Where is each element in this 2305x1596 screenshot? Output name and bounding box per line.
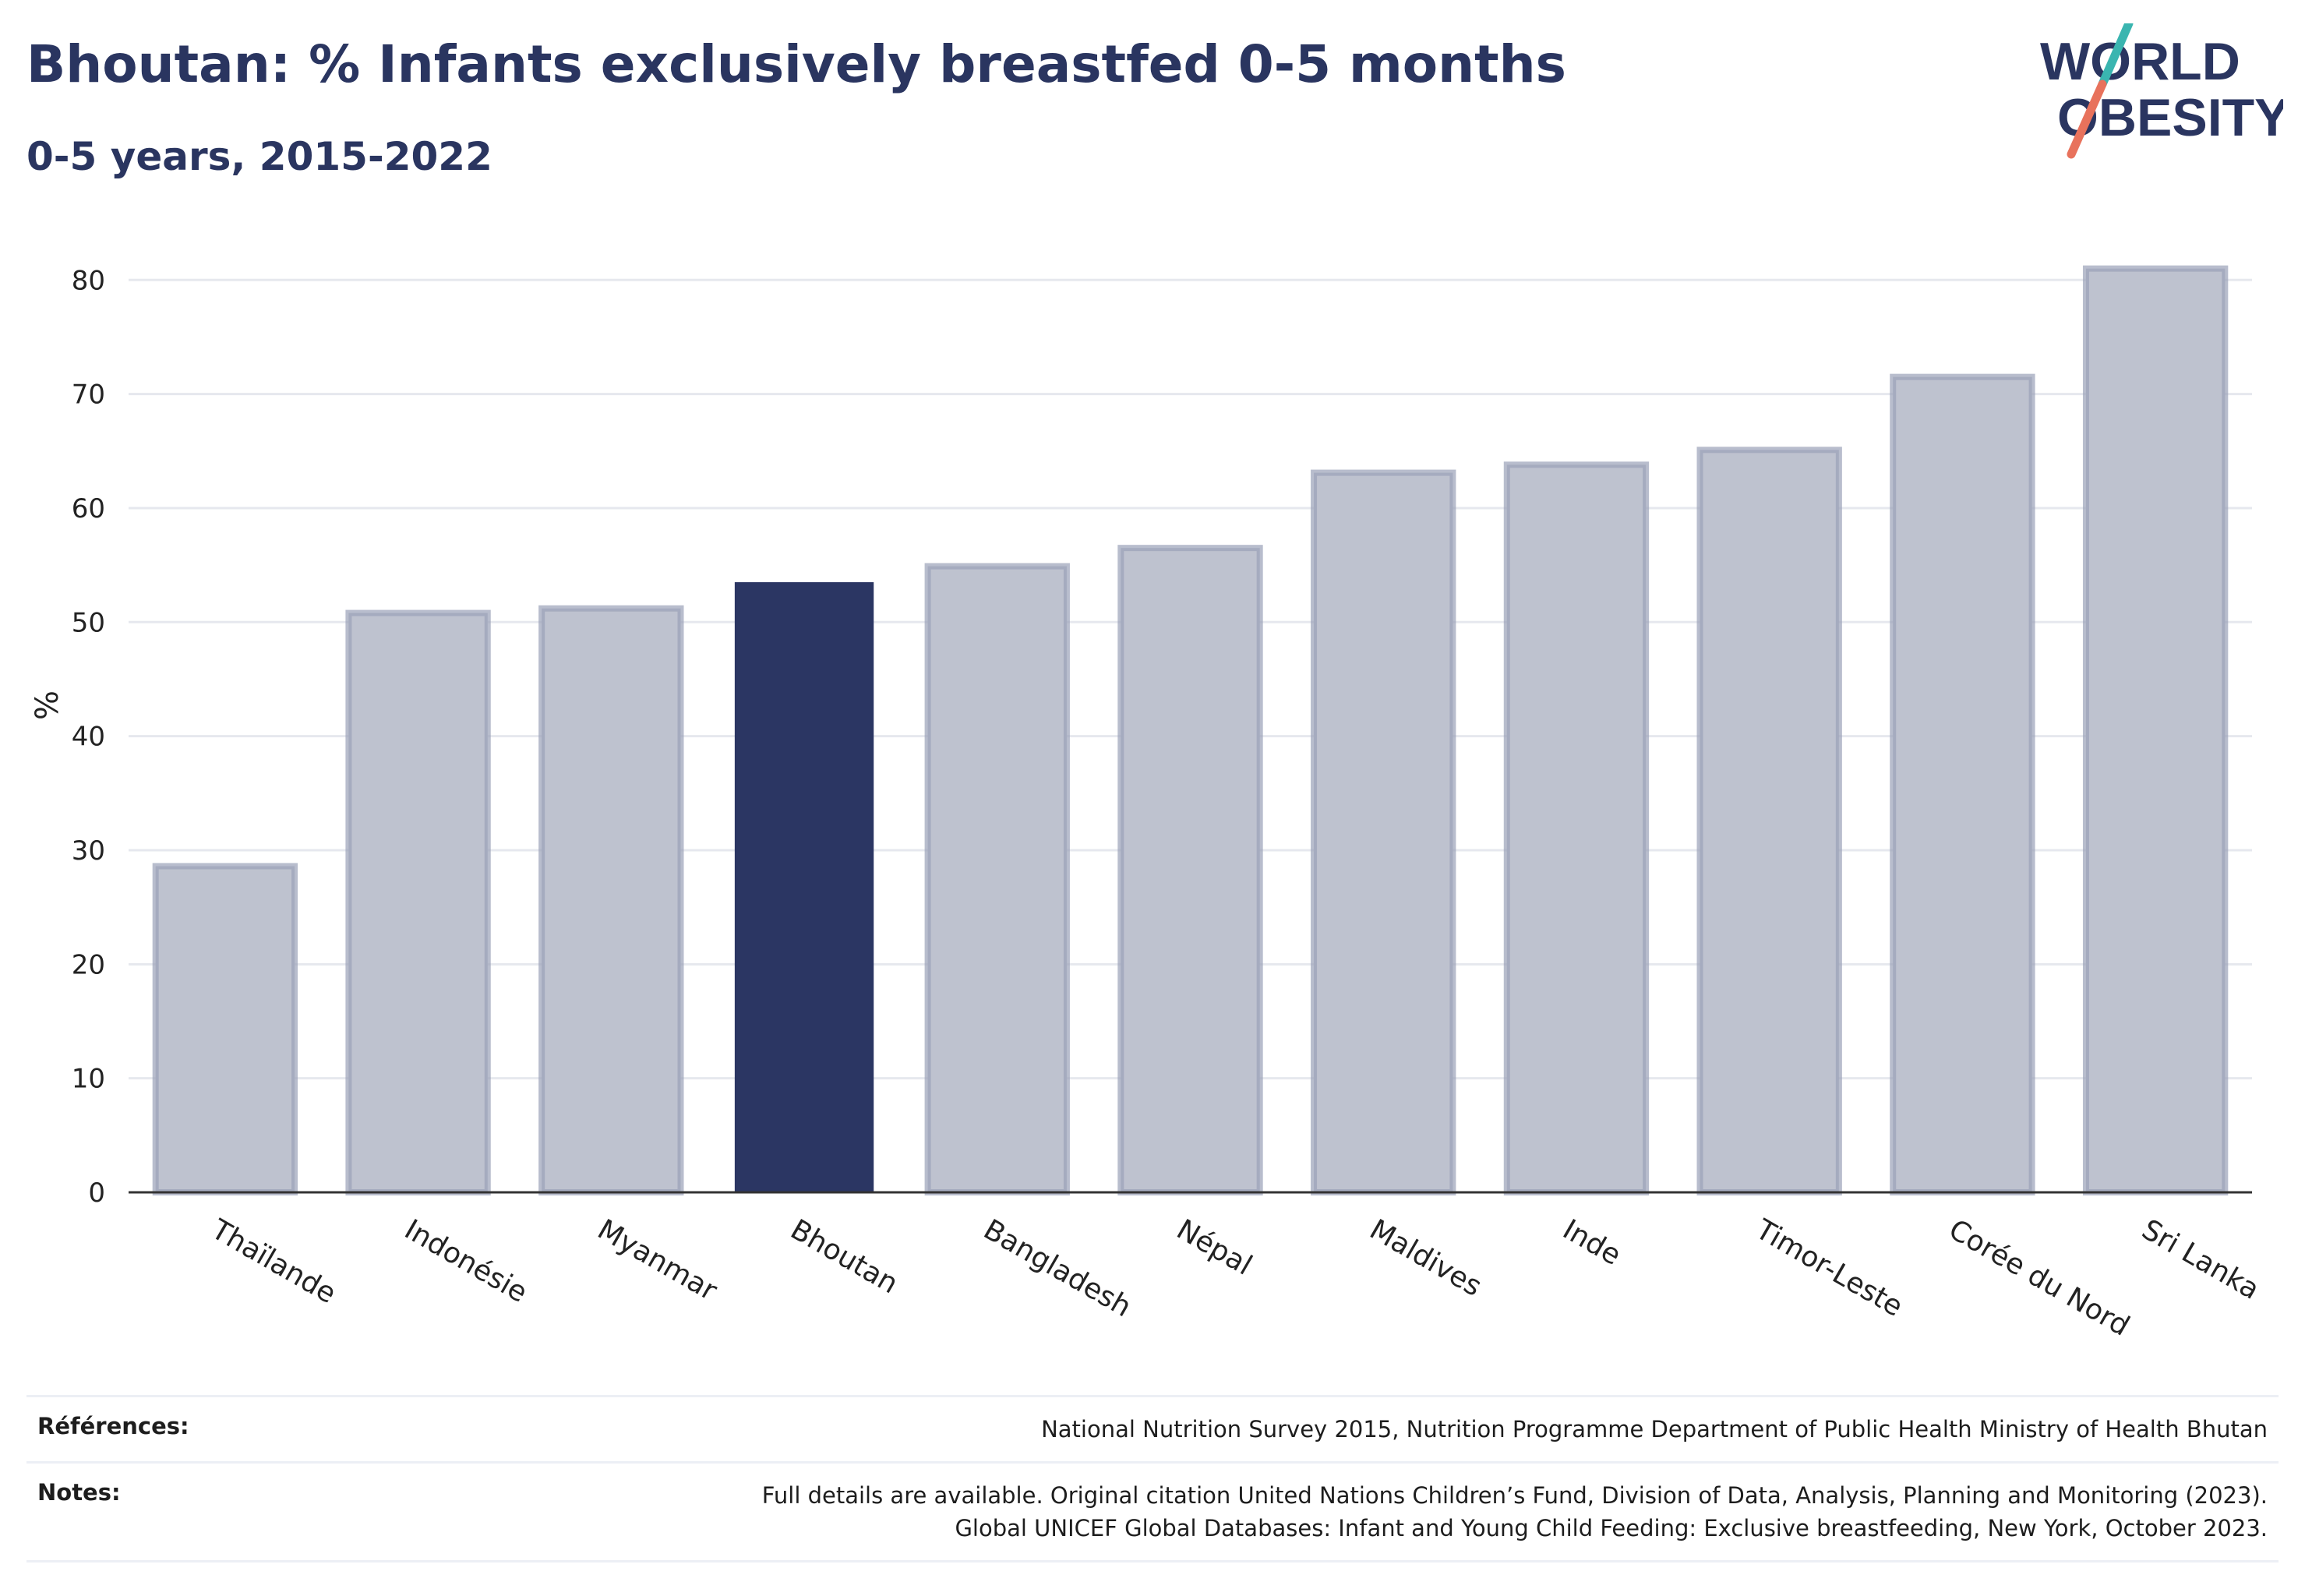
x-tick-label: Myanmar (592, 1213, 722, 1307)
notes-line-2: Global UNICEF Global Databases: Infant a… (955, 1515, 2268, 1541)
bar-myanmar (538, 605, 684, 1195)
y-tick-label: 70 (72, 380, 105, 411)
y-tick-label: 40 (72, 722, 105, 753)
bar-inde (1503, 461, 1650, 1195)
bar-tha-lande (152, 863, 298, 1195)
world-obesity-logo: WORLD OBESITY (2040, 23, 2283, 159)
notes-text: Full details are available. Original cit… (762, 1479, 2268, 1545)
bar-maldives (1311, 469, 1456, 1195)
bar-bhoutan (734, 582, 874, 1192)
bar-chart: 0 10 20 30 40 50 60 70 80 Thaïlande Indonésie Myanm… (30, 265, 2265, 1343)
notes-label: Notes: (37, 1479, 121, 1506)
y-tick-label: 10 (72, 1064, 105, 1095)
references-row: Références: National Nutrition Survey 20… (26, 1395, 2279, 1461)
y-tick-label: 60 (72, 493, 105, 524)
chart-subtitle: 0-5 years, 2015-2022 (26, 134, 492, 179)
bar-n-pal (1117, 545, 1263, 1195)
bar-bangladesh (924, 563, 1070, 1195)
y-tick-label: 30 (72, 835, 105, 867)
logo-slash-bottom (2067, 79, 2107, 159)
y-axis-title: % (30, 690, 65, 720)
bar-indon-sie (345, 609, 491, 1195)
logo-slash-top (2098, 23, 2134, 89)
bars (152, 265, 2229, 1195)
footer-table: Références: National Nutrition Survey 20… (26, 1395, 2279, 1562)
x-tick-label: Sri Lanka (2137, 1213, 2265, 1306)
references-text: National Nutrition Survey 2015, Nutritio… (1041, 1413, 2268, 1446)
x-tick-label: Corée du Nord (1943, 1213, 2135, 1343)
x-tick-label: Népal (1171, 1213, 1258, 1282)
bar-timor-leste (1696, 447, 1842, 1195)
y-tick-label: 80 (72, 265, 105, 296)
x-tick-label: Maldives (1364, 1213, 1487, 1303)
references-label: Références: (37, 1413, 189, 1439)
x-tick-label: Inde (1557, 1213, 1626, 1272)
references-text-line: National Nutrition Survey 2015, Nutritio… (1041, 1416, 2268, 1442)
notes-row: Notes: Full details are available. Origi… (26, 1461, 2279, 1562)
x-tick-label: Bangladesh (978, 1213, 1136, 1323)
x-tick-label: Bhoutan (785, 1213, 904, 1300)
logo-text-world: WORLD (2040, 32, 2240, 91)
y-tick-label: 20 (72, 949, 105, 980)
chart-title: Bhoutan: % Infants exclusively breastfed… (26, 34, 1566, 94)
y-tick-label: 50 (72, 607, 105, 638)
bar-cor-e-du-nord (1890, 373, 2035, 1195)
bar-sri-lanka (2082, 265, 2229, 1195)
x-tick-label: Timor-Leste (1749, 1213, 1908, 1323)
x-tick-label: Indonésie (399, 1213, 532, 1309)
x-tick-label: Thaïlande (205, 1213, 341, 1310)
notes-line-1: Full details are available. Original cit… (761, 1482, 2268, 1509)
y-tick-label: 0 (88, 1178, 105, 1209)
